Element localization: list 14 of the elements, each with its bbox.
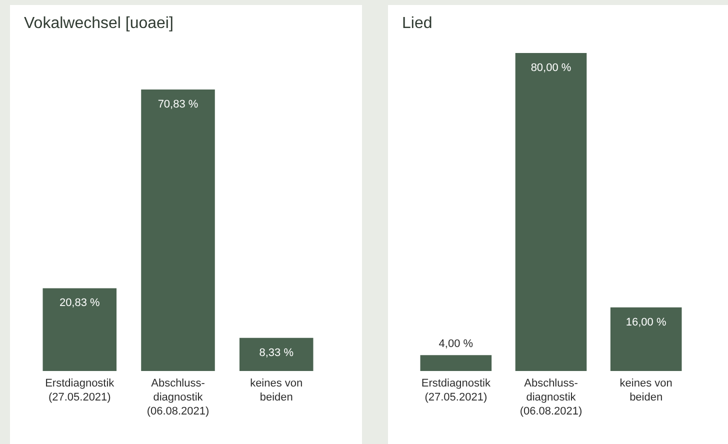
- x-tick-label: Erstdiagnostik (27.05.2021): [45, 378, 115, 404]
- x-tick-label: keines von beiden: [620, 378, 672, 404]
- data-label: 4,00 %: [438, 338, 474, 350]
- x-tick-label: keines von beiden: [250, 378, 303, 404]
- data-label: 80,00 %: [530, 62, 572, 74]
- data-label: 8,33 %: [259, 346, 294, 359]
- data-label: 20,83 %: [59, 297, 100, 310]
- chart-title: Vokalwechsel [uoaei]: [24, 15, 174, 32]
- x-tick-label: Erstdiagnostik (27.05.2021): [421, 378, 491, 404]
- x-tick-label: Abschluss- diagnostik (06.08.2021): [520, 378, 582, 418]
- data-label: 16,00 %: [626, 316, 666, 328]
- chart-title: Lied: [402, 15, 432, 32]
- data-label: 70,83 %: [158, 98, 198, 110]
- x-tick-label: Abschluss- diagnostik (06.08.2021): [146, 378, 210, 418]
